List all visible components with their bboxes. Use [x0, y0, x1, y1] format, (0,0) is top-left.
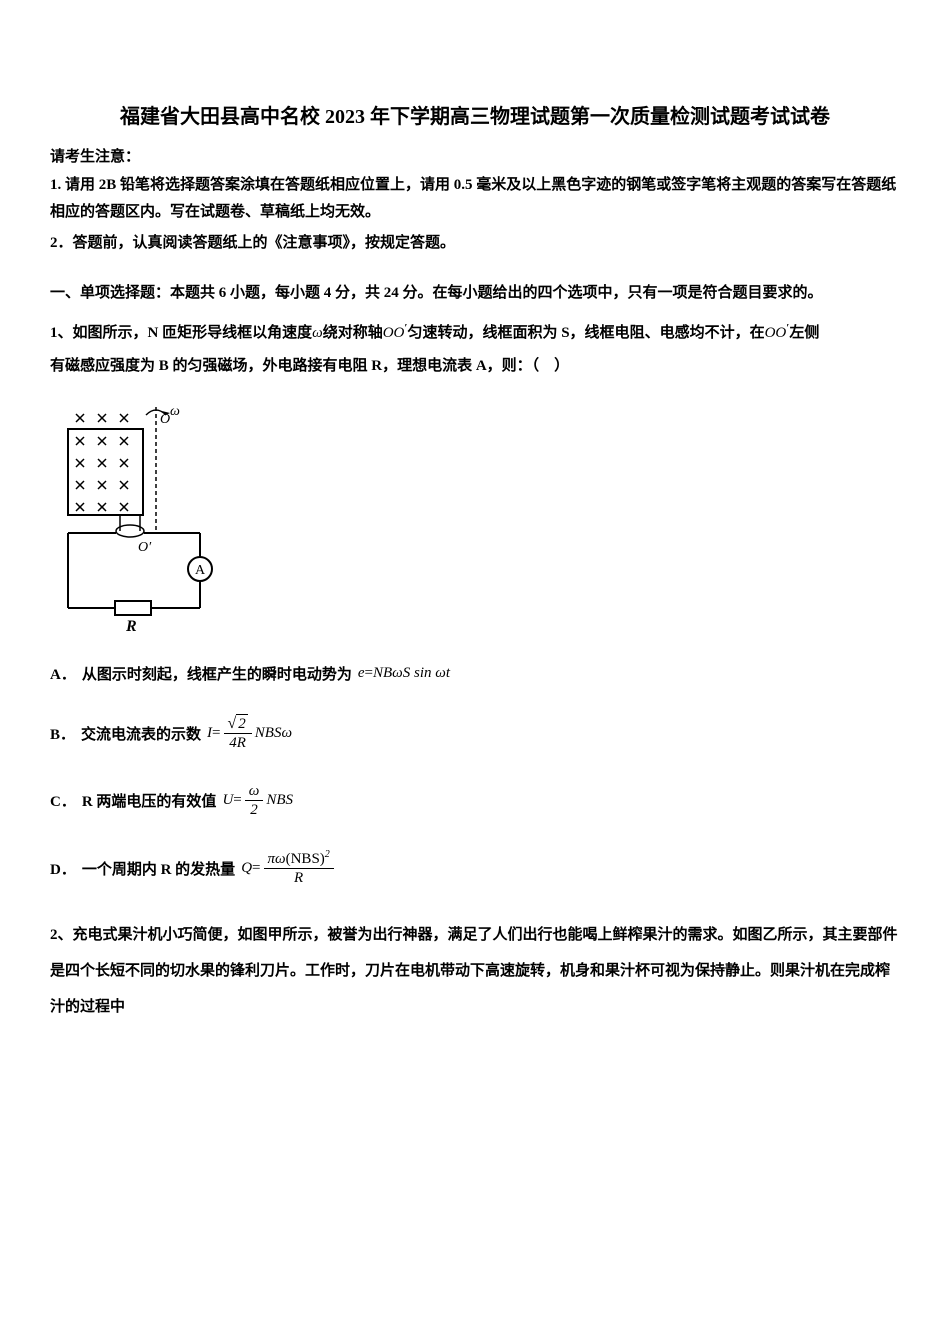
- q1-part3: 匀速转动，线框面积为 S，线框电阻、电感均不计，在: [407, 325, 764, 341]
- opt-d-label: D．: [50, 858, 76, 879]
- circuit-figure: O ω O′ R A: [60, 403, 230, 633]
- opt-c-U: U: [222, 792, 233, 809]
- opt-b-sqrt: 2: [236, 714, 248, 733]
- opt-c-label: C．: [50, 790, 76, 811]
- fig-label-R: R: [125, 618, 137, 633]
- question-2: 2、充电式果汁机小巧简便，如图甲所示，被誉为出行神器，满足了人们出行也能喝上鲜榨…: [50, 917, 900, 1025]
- opt-c-den: 2: [246, 801, 262, 819]
- opt-a-eq: =: [365, 665, 373, 682]
- q1-part1: 1、如图所示，N 匝矩形导线框以角速度: [50, 325, 312, 341]
- option-b: B． 交流电流表的示数 I = √2 4R NBSω: [50, 714, 900, 752]
- notice-item-1: 1. 请用 2B 铅笔将选择题答案涂填在答题纸相应位置上，请用 0.5 毫米及以…: [50, 172, 900, 226]
- question-1: 1、如图所示，N 匝矩形导线框以角速度ω绕对称轴OO′匀速转动，线框面积为 S，…: [50, 316, 900, 383]
- notice-header: 请考生注意：: [50, 145, 900, 166]
- opt-b-den: 4R: [225, 734, 250, 752]
- q1-part5: 有磁感应强度为 B 的匀强磁场，外电路接有电阻 R，理想电流表 A，则：（ ）: [50, 358, 569, 374]
- opt-c-num: ω: [245, 782, 264, 801]
- opt-d-den: R: [290, 869, 307, 887]
- opt-d-text: 一个周期内 R 的发热量: [82, 858, 235, 879]
- opt-d-eq: =: [252, 860, 260, 877]
- opt-d-num-exp: 2: [325, 849, 330, 860]
- opt-b-text: 交流电流表的示数: [81, 723, 201, 744]
- option-a: A． 从图示时刻起，线框产生的瞬时电动势为 e = NBωS sin ωt: [50, 663, 900, 684]
- opt-b-tail: NBSω: [255, 725, 292, 742]
- exam-title: 福建省大田县高中名校 2023 年下学期高三物理试题第一次质量检测试题考试试卷: [50, 100, 900, 129]
- section-header: 一、单项选择题：本题共 6 小题，每小题 4 分，共 24 分。在每小题给出的四…: [50, 281, 900, 302]
- opt-a-label: A．: [50, 663, 76, 684]
- opt-d-num-paren: (NBS): [286, 851, 325, 867]
- option-c: C． R 两端电压的有效值 U = ω 2 NBS: [50, 782, 900, 819]
- opt-c-text: R 两端电压的有效值: [82, 790, 217, 811]
- q1-part2: 绕对称轴: [323, 325, 383, 341]
- fig-label-A: A: [195, 563, 206, 578]
- fig-label-omega: ω: [170, 404, 180, 419]
- opt-a-rest: NBωS sin ωt: [373, 665, 450, 682]
- opt-d-num-pi: πω: [268, 851, 286, 867]
- opt-d-Q: Q: [241, 860, 252, 877]
- notice-item-2: 2．答题前，认真阅读答题纸上的《注意事项》，按规定答题。: [50, 230, 900, 257]
- opt-b-label: B．: [50, 723, 75, 744]
- fig-label-Oprime: O′: [138, 540, 152, 555]
- fig-label-O: O: [160, 412, 170, 427]
- q1-oo1: OO: [383, 325, 405, 341]
- opt-c-tail: NBS: [266, 792, 293, 809]
- option-d: D． 一个周期内 R 的发热量 Q = πω(NBS)2 R: [50, 849, 900, 887]
- opt-a-text: 从图示时刻起，线框产生的瞬时电动势为: [82, 663, 352, 684]
- opt-a-e: e: [358, 665, 365, 682]
- q1-oo2: OO: [765, 325, 787, 341]
- opt-b-eq: =: [212, 725, 220, 742]
- q1-part4: 左侧: [789, 325, 819, 341]
- opt-c-eq: =: [233, 792, 241, 809]
- q1-omega: ω: [312, 325, 323, 341]
